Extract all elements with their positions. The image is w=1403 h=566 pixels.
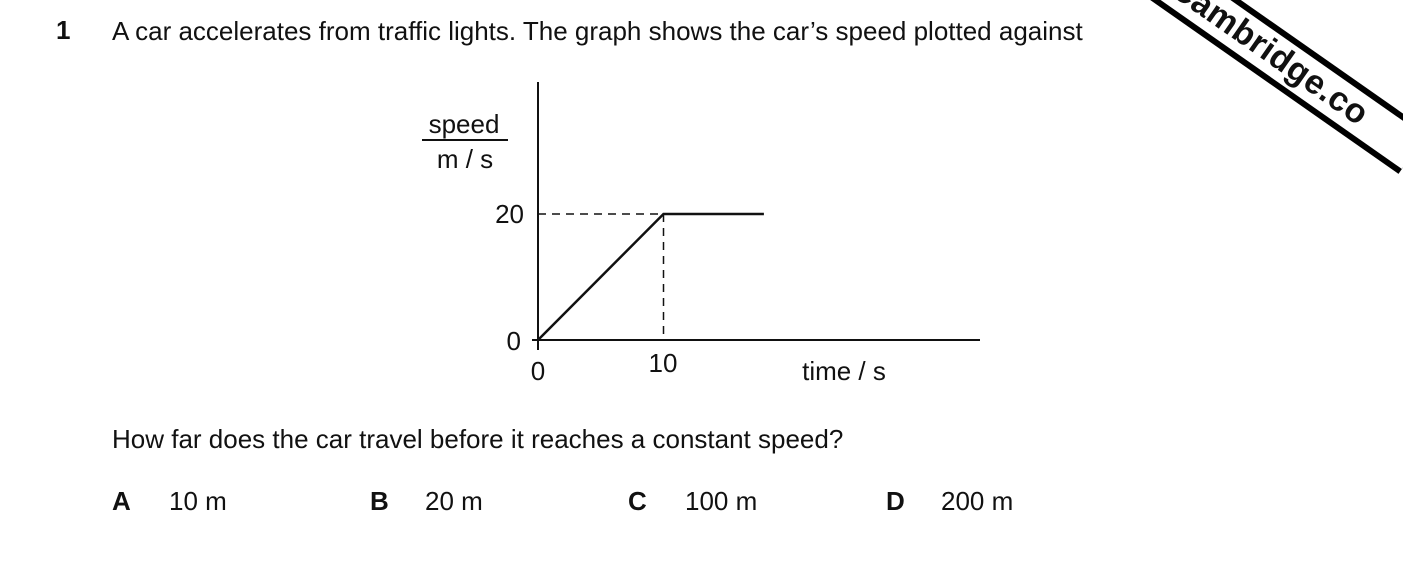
option-c-letter: C (628, 486, 647, 516)
option-d[interactable]: D 200 m (886, 486, 1013, 517)
question-prompt: How far does the car travel before it re… (112, 424, 844, 454)
option-a[interactable]: A 10 m (112, 486, 227, 517)
y-tick-label-0: 0 (507, 326, 521, 356)
y-tick-label-20: 20 (495, 199, 524, 229)
option-b-letter: B (370, 486, 389, 516)
speed-series-line (537, 212, 764, 341)
option-c[interactable]: C 100 m (628, 486, 757, 517)
option-d-letter: D (886, 486, 905, 516)
x-tick-label-10: 10 (649, 348, 678, 378)
y-axis-label-bottom: m / s (437, 144, 493, 174)
option-b-value: 20 m (425, 486, 483, 516)
question-number: 1 (56, 15, 71, 45)
speed-time-graph: speed m / s 20 0 0 10 time / s (422, 82, 980, 386)
option-c-value: 100 m (685, 486, 758, 516)
option-a-letter: A (112, 486, 131, 516)
x-axis-label: time / s (802, 356, 886, 386)
x-tick-label-0: 0 (531, 356, 545, 386)
option-d-value: 200 m (941, 486, 1014, 516)
option-b[interactable]: B 20 m (370, 486, 483, 517)
y-axis-label-top: speed (429, 109, 500, 139)
option-a-value: 10 m (169, 486, 227, 516)
question-stem: A car accelerates from traffic lights. T… (112, 16, 1083, 46)
